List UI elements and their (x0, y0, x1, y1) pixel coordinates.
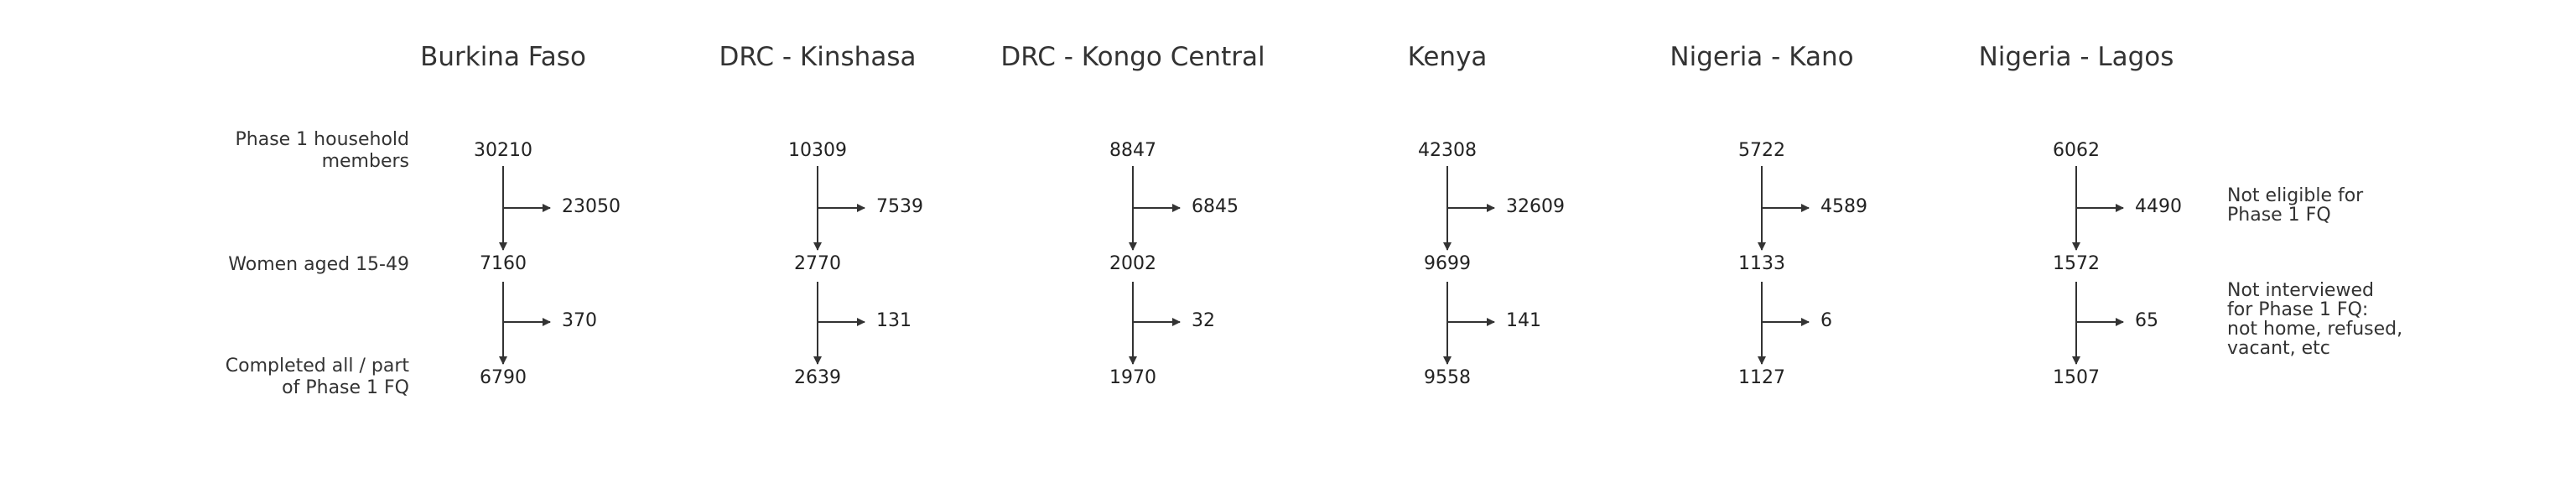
not-interviewed-value: 131 (876, 310, 911, 331)
country-title: DRC - Kinshasa (719, 42, 917, 72)
note-not-eligible-line1: Not eligible for (2227, 185, 2364, 206)
not-interviewed-value: 141 (1506, 310, 1541, 331)
household-members-value: 42308 (1418, 140, 1477, 161)
row-label-completed-line1: Completed all / part (225, 356, 409, 377)
not-eligible-value: 23050 (562, 196, 621, 217)
row-label-completed-line2: of Phase 1 FQ (282, 377, 409, 398)
not-eligible-value: 4490 (2135, 196, 2182, 217)
household-members-value: 30210 (474, 140, 532, 161)
row-label-completed: Completed all / part of Phase 1 FQ (57, 356, 409, 399)
women-value: 1133 (1738, 253, 1785, 274)
row-label-women: Women aged 15-49 (228, 254, 409, 275)
note-not-interviewed-line1: Not interviewed (2227, 280, 2374, 301)
completed-value: 1970 (1109, 367, 1156, 388)
country-title: Nigeria - Kano (1670, 42, 1854, 72)
household-members-value: 6062 (2053, 140, 2100, 161)
row-label-household-line2: members (321, 151, 409, 172)
country-title: Nigeria - Lagos (1978, 42, 2174, 72)
flow-lines (499, 166, 2124, 365)
country-title: Kenya (1407, 42, 1488, 72)
not-eligible-value: 7539 (876, 196, 923, 217)
completed-value: 9558 (1424, 367, 1471, 388)
country-title: DRC - Kongo Central (1000, 42, 1265, 72)
note-not-interviewed: Not interviewed for Phase 1 FQ: not home… (2227, 281, 2445, 358)
completed-value: 2639 (794, 367, 841, 388)
not-eligible-value: 32609 (1506, 196, 1565, 217)
note-not-interviewed-line2: for Phase 1 FQ: (2227, 299, 2369, 320)
women-value: 2770 (794, 253, 841, 274)
not-interviewed-value: 65 (2135, 310, 2158, 331)
women-value: 2002 (1109, 253, 1156, 274)
note-not-eligible: Not eligible for Phase 1 FQ (2227, 186, 2445, 225)
household-members-value: 5722 (1738, 140, 1785, 161)
women-value: 1572 (2053, 253, 2100, 274)
not-interviewed-value: 370 (562, 310, 597, 331)
completed-value: 6790 (480, 367, 527, 388)
row-label-household-members: Phase 1 household members (57, 129, 410, 173)
note-not-eligible-line2: Phase 1 FQ (2227, 205, 2331, 226)
not-eligible-value: 4589 (1820, 196, 1867, 217)
household-members-value: 10309 (788, 140, 847, 161)
completed-value: 1507 (2053, 367, 2100, 388)
not-eligible-value: 6845 (1192, 196, 1239, 217)
not-interviewed-value: 6 (1820, 310, 1832, 331)
note-not-interviewed-line4: vacant, etc (2227, 338, 2330, 359)
note-not-interviewed-line3: not home, refused, (2227, 319, 2403, 340)
row-label-household-line1: Phase 1 household (235, 129, 410, 150)
women-value: 7160 (480, 253, 527, 274)
country-title: Burkina Faso (420, 42, 586, 72)
not-interviewed-value: 32 (1192, 310, 1215, 331)
women-value: 9699 (1424, 253, 1471, 274)
household-members-value: 8847 (1109, 140, 1156, 161)
completed-value: 1127 (1738, 367, 1785, 388)
